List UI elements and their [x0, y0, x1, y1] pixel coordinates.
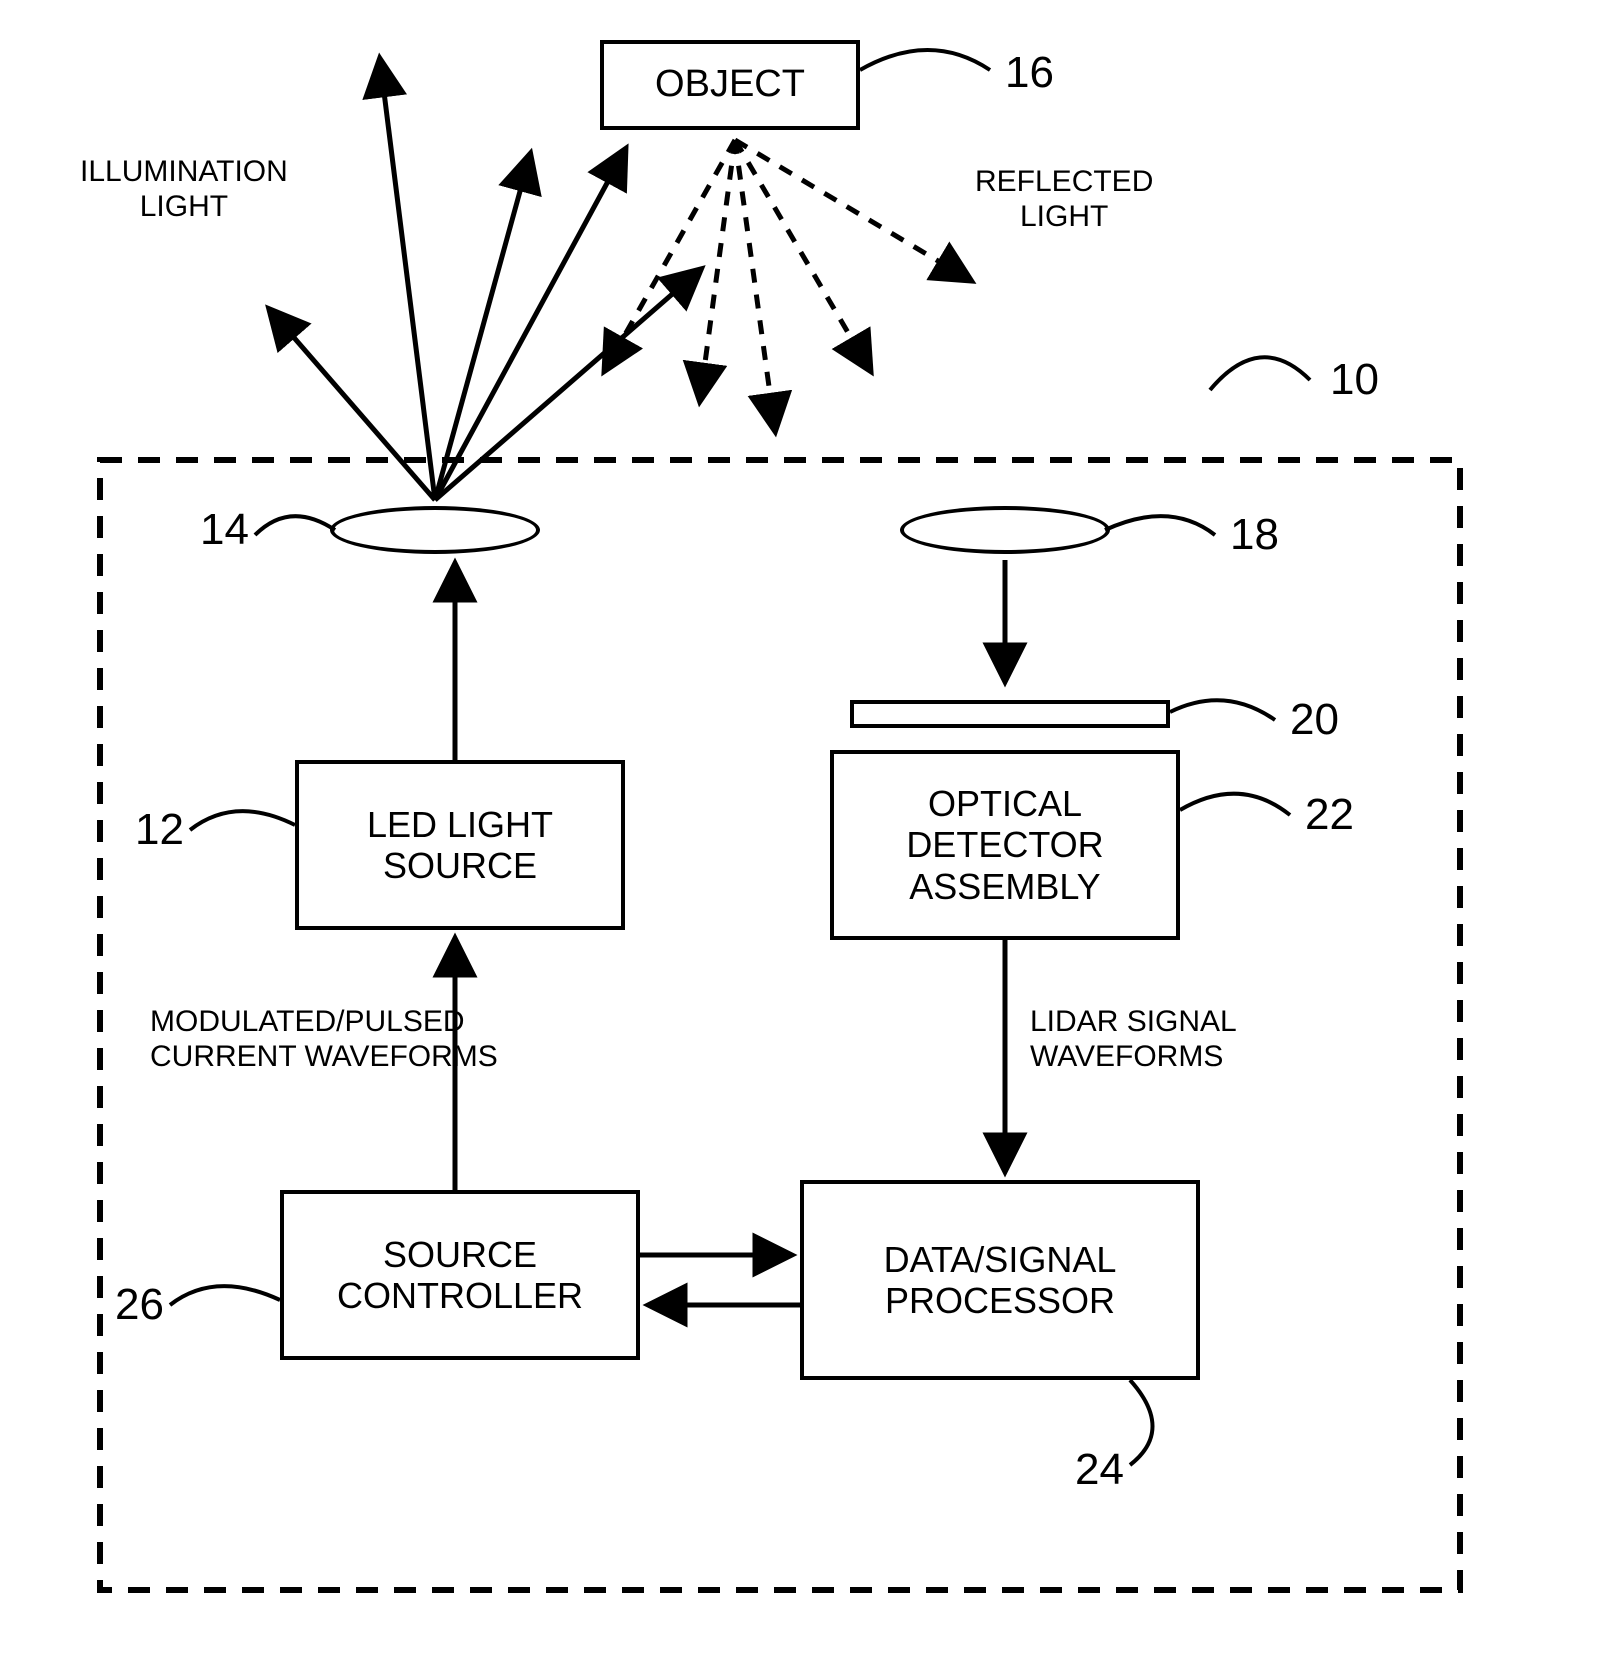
ref-16: 16 [1005, 48, 1054, 98]
ref-12: 12 [135, 805, 184, 855]
processor-box: DATA/SIGNAL PROCESSOR [800, 1180, 1200, 1380]
modulated-waveforms-label: MODULATED/PULSED CURRENT WAVEFORMS [150, 1005, 498, 1074]
illumination-light-label: ILLUMINATION LIGHT [80, 155, 288, 224]
ref-26: 26 [115, 1280, 164, 1330]
ref-18: 18 [1230, 510, 1279, 560]
lidar-waveforms-label: LIDAR SIGNAL WAVEFORMS [1030, 1005, 1237, 1074]
object-box-label: OBJECT [655, 63, 805, 107]
ref-20: 20 [1290, 695, 1339, 745]
reflected-light-label: REFLECTED LIGHT [975, 165, 1153, 234]
source-controller-box: SOURCE CONTROLLER [280, 1190, 640, 1360]
svg-overlay [0, 0, 1602, 1653]
led-light-source-label: LED LIGHT SOURCE [367, 804, 553, 887]
diagram-canvas: OBJECT ILLUMINATION LIGHT REFLECTED LIGH… [0, 0, 1602, 1653]
optical-detector-label: OPTICAL DETECTOR ASSEMBLY [906, 783, 1103, 907]
source-controller-label: SOURCE CONTROLLER [337, 1234, 583, 1317]
ref-22: 22 [1305, 790, 1354, 840]
rx-lens [900, 506, 1110, 554]
ref-10: 10 [1330, 355, 1379, 405]
led-light-source-box: LED LIGHT SOURCE [295, 760, 625, 930]
ref-14: 14 [200, 505, 249, 555]
optical-filter [850, 700, 1170, 728]
tx-lens [330, 506, 540, 554]
ref-24: 24 [1075, 1445, 1124, 1495]
optical-detector-box: OPTICAL DETECTOR ASSEMBLY [830, 750, 1180, 940]
object-box: OBJECT [600, 40, 860, 130]
processor-label: DATA/SIGNAL PROCESSOR [884, 1239, 1117, 1322]
reflected-rays [605, 140, 970, 430]
